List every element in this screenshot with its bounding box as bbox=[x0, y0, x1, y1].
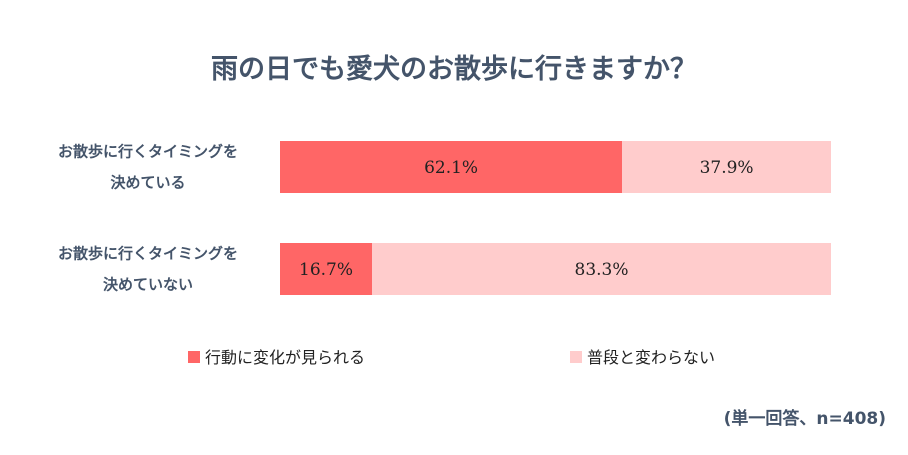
data-label-2-series-2: 83.3% bbox=[575, 260, 629, 280]
legend-label-2: 普段と変わらない bbox=[587, 348, 715, 367]
category-label-1-line-2: 決めている bbox=[110, 174, 185, 192]
sample-note: (単一回答、n=408) bbox=[724, 408, 886, 429]
category-label-2-line-2: 決めていない bbox=[103, 276, 193, 294]
data-label-2-series-1: 16.7% bbox=[299, 260, 353, 280]
data-label-1-series-2: 37.9% bbox=[700, 158, 754, 178]
data-label-1-series-1: 62.1% bbox=[424, 158, 478, 178]
bar-2-series-2 bbox=[372, 243, 831, 295]
bar-2-series-1 bbox=[280, 243, 373, 295]
category-label-2-line-1: お散歩に行くタイミングを bbox=[58, 245, 238, 263]
bar-1-series-1 bbox=[280, 141, 623, 193]
chart-title: 雨の日でも愛犬のお散歩に行きますか？ bbox=[211, 53, 697, 85]
legend-label-1: 行動に変化が見られる bbox=[205, 348, 365, 367]
legend-swatch-2 bbox=[570, 351, 582, 363]
category-label-1-line-1: お散歩に行くタイミングを bbox=[58, 143, 238, 161]
bar-1-series-2 bbox=[622, 141, 831, 193]
bars-group: 62.1% 37.9% 16.7% 83.3% bbox=[280, 141, 831, 295]
legend-swatch-1 bbox=[188, 351, 200, 363]
legend: 行動に変化が見られる 普段と変わらない bbox=[188, 348, 715, 367]
